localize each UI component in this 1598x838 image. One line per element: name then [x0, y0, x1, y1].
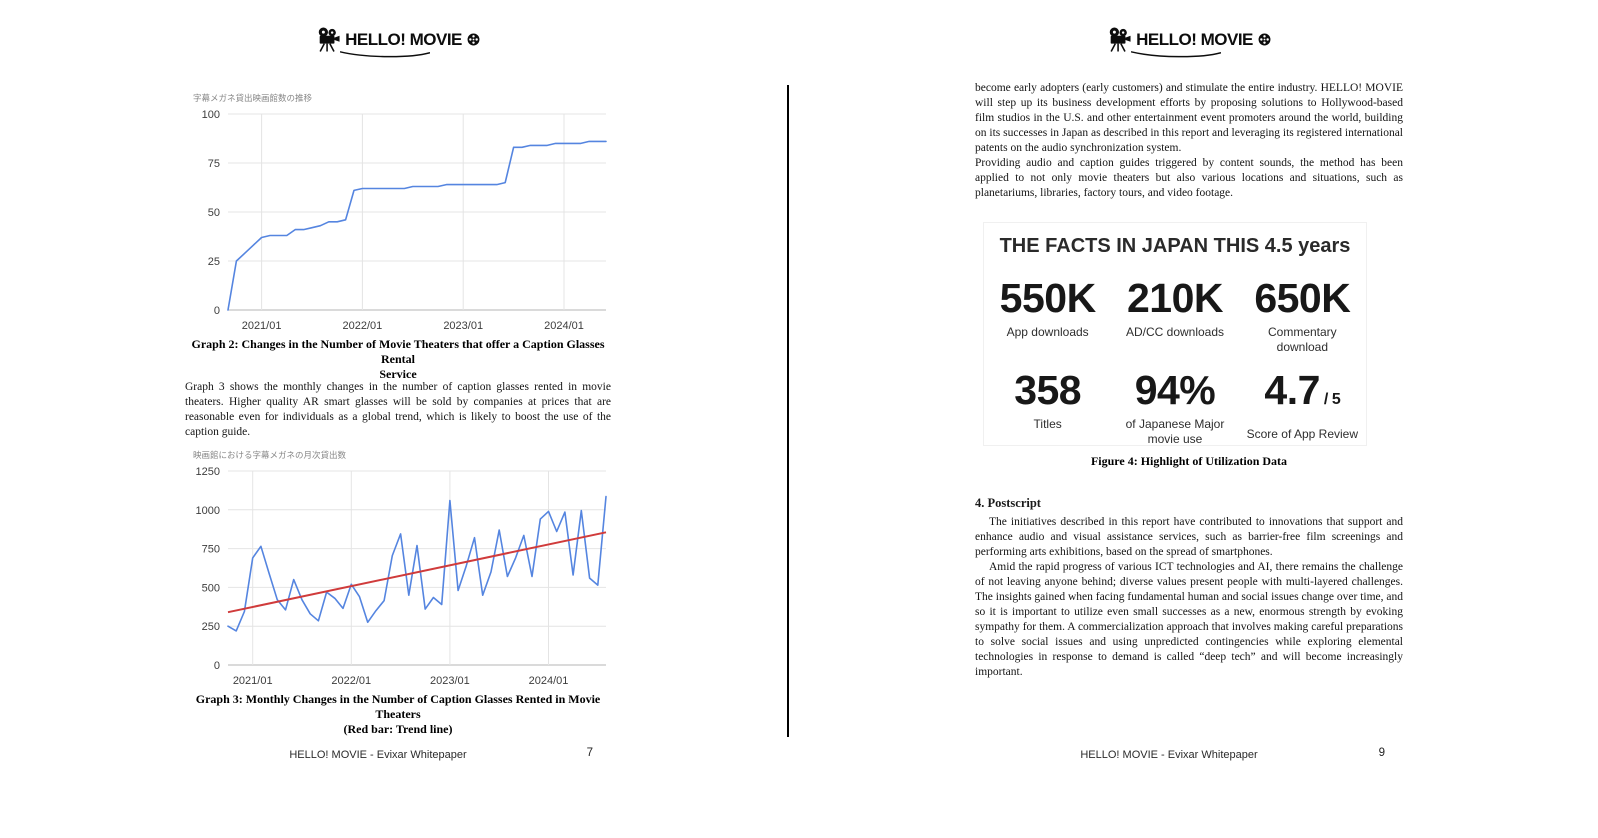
stat-label: of Japanese Major movie use	[1125, 417, 1225, 446]
movie-camera-icon	[318, 27, 340, 52]
film-reel-icon	[467, 33, 480, 46]
intro-text: become early adopters (early customers) …	[975, 81, 1403, 201]
graph2-caption-line2: Service	[379, 367, 417, 381]
svg-text:1250: 1250	[196, 466, 220, 478]
postscript-section: 4. Postscript The initiatives described …	[975, 496, 1403, 680]
stat-value: 210K	[1126, 275, 1224, 321]
stat-value: 4.7/ 5	[1239, 368, 1366, 422]
stat-value: 550K	[999, 275, 1097, 321]
logo-text: HELLO! MOVIE	[345, 29, 462, 49]
footer-left: HELLO! MOVIE - Evixar Whitepaper 7	[185, 747, 611, 761]
stat-app-review-score: 4.7/ 5 Score of App Review	[1239, 368, 1366, 457]
stat-value: 358	[1014, 367, 1082, 413]
score-suffix: / 5	[1323, 391, 1341, 408]
svg-text:2021/01: 2021/01	[242, 320, 282, 332]
movie-camera-icon	[1109, 27, 1131, 52]
stat-app-downloads: 550K App downloads	[984, 276, 1111, 355]
svg-text:2024/01: 2024/01	[529, 675, 569, 687]
svg-text:100: 100	[202, 109, 220, 121]
graph2-caption: Graph 2: Changes in the Number of Movie …	[185, 337, 611, 382]
stat-label: Titles	[1033, 417, 1062, 431]
postscript-paragraph-1: The initiatives described in this report…	[975, 516, 1403, 558]
svg-text:2021/01: 2021/01	[233, 675, 273, 687]
page-number-9: 9	[1378, 747, 1385, 759]
figure4-caption: Figure 4: Highlight of Utilization Data	[1090, 454, 1288, 468]
hello-movie-logo: HELLO! MOVIE	[185, 26, 611, 59]
stat-label: Commentary download	[1267, 325, 1337, 354]
page-9: HELLO! MOVIE become early adopters (earl…	[975, 0, 1403, 838]
figure4-facts-box: THE FACTS IN JAPAN THIS 4.5 years 550K A…	[983, 222, 1367, 446]
logo-lockup: HELLO! MOVIE	[316, 26, 480, 59]
facts-grid: 550K App downloads 210K AD/CC downloads …	[984, 276, 1366, 457]
svg-text:2023/01: 2023/01	[443, 320, 483, 332]
industry-paragraph: become early adopters (early customers) …	[975, 82, 1403, 154]
svg-text:250: 250	[202, 621, 220, 633]
stat-label: App downloads	[1006, 325, 1089, 339]
postscript-paragraph-2: Amid the rapid progress of various ICT t…	[975, 561, 1403, 678]
page-number-7: 7	[586, 747, 593, 759]
graph3-chart: 映画館における字幕メガネの月次貸出数 0 250 500 750 1000 1250 202…	[185, 449, 611, 696]
svg-text:750: 750	[202, 544, 220, 556]
svg-text:75: 75	[208, 158, 220, 170]
logo-lockup: HELLO! MOVIE	[1107, 26, 1271, 59]
graph3-caption: Graph 3: Monthly Changes in the Number o…	[185, 692, 611, 737]
stat-value: 94%	[1134, 367, 1216, 413]
hello-movie-logo: HELLO! MOVIE	[975, 26, 1403, 59]
stat-label: Score of App Review	[1246, 427, 1359, 441]
applications-paragraph: Providing audio and caption guides trigg…	[975, 157, 1403, 199]
graph2-caption-line1: Graph 2: Changes in the Number of Movie …	[191, 337, 605, 366]
stat-commentary-downloads: 650K Commentary download	[1239, 276, 1366, 355]
score-value: 4.7	[1264, 367, 1320, 413]
svg-text:500: 500	[202, 582, 220, 594]
stat-value: 650K	[1254, 275, 1351, 321]
postscript-heading: 4. Postscript	[975, 496, 1041, 510]
logo-underline	[340, 51, 431, 58]
stat-major-movie-use: 94% of Japanese Major movie use	[1111, 368, 1238, 457]
stat-titles: 358 Titles	[984, 368, 1111, 457]
graph3-caption-line2: (Red bar: Trend line)	[343, 722, 453, 736]
film-reel-icon	[1258, 33, 1271, 46]
page-7: HELLO! MOVIE 字幕メガネ貸出映画館数の推移 0 25 50 75 100 20…	[185, 0, 611, 838]
svg-text:1000: 1000	[196, 505, 220, 517]
footer-left-text: HELLO! MOVIE - Evixar Whitepaper	[289, 749, 467, 761]
svg-text:2023/01: 2023/01	[430, 675, 470, 687]
svg-text:2024/01: 2024/01	[544, 320, 584, 332]
graph3-title-ja: 映画館における字幕メガネの月次貸出数	[193, 450, 347, 460]
page-divider	[787, 85, 789, 737]
graph3-line-chart: 0 250 500 750 1000 1250 2021/01 2022/01 2023/01 2…	[196, 466, 607, 687]
footer-right-text: HELLO! MOVIE - Evixar Whitepaper	[1080, 749, 1258, 761]
svg-text:0: 0	[214, 305, 220, 317]
graph2-title-ja: 字幕メガネ貸出映画館数の推移	[193, 93, 313, 103]
svg-text:2022/01: 2022/01	[343, 320, 383, 332]
graph3-caption-line1: Graph 3: Monthly Changes in the Number o…	[195, 692, 601, 721]
logo-underline	[1131, 51, 1222, 58]
logo-text: HELLO! MOVIE	[1136, 29, 1253, 49]
graph3-intro-paragraph: Graph 3 shows the monthly changes in the…	[185, 381, 611, 438]
graph2-chart: 字幕メガネ貸出映画館数の推移 0 25 50 75 100 2021/01 2022/01 2…	[185, 92, 611, 341]
stat-adcc-downloads: 210K AD/CC downloads	[1111, 276, 1238, 355]
stat-label: AD/CC downloads	[1125, 325, 1225, 339]
facts-title: THE FACTS IN JAPAN THIS 4.5 years	[999, 235, 1351, 257]
svg-text:2022/01: 2022/01	[331, 675, 371, 687]
svg-text:0: 0	[214, 660, 220, 672]
svg-text:25: 25	[208, 256, 220, 268]
svg-text:50: 50	[208, 207, 220, 219]
graph2-line-chart: 0 25 50 75 100 2021/01 2022/01 2023/01 2024/01	[202, 109, 607, 332]
footer-right: HELLO! MOVIE - Evixar Whitepaper 9	[975, 747, 1403, 761]
